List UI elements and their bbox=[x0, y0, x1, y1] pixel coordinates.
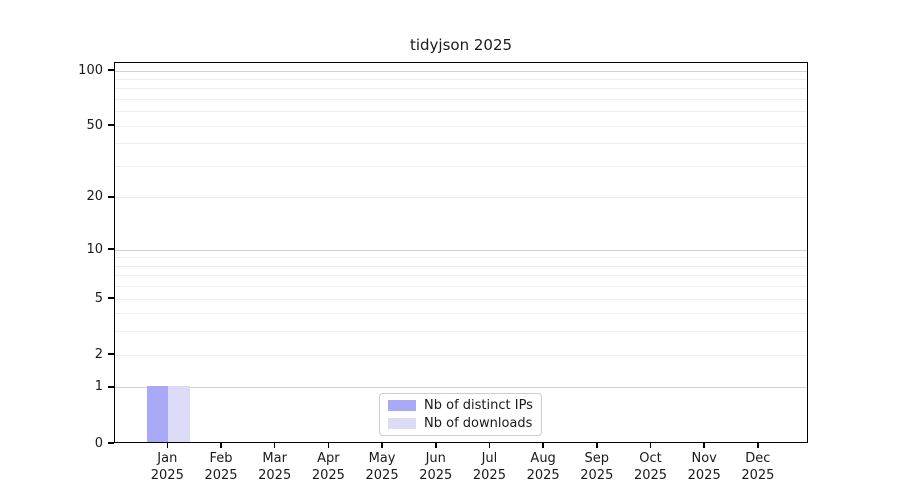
plot-area bbox=[114, 62, 808, 443]
y-tick-label-1: 1 bbox=[94, 379, 103, 395]
x-tick-label-nov: Nov 2025 bbox=[673, 450, 735, 484]
legend-row-distinct-ips: Nb of distinct IPs bbox=[388, 398, 533, 413]
x-tick-label-aug: Aug 2025 bbox=[512, 450, 574, 484]
y-tick-label-50: 50 bbox=[86, 117, 103, 133]
x-tick-mar bbox=[273, 441, 276, 448]
x-tick-label-apr: Apr 2025 bbox=[297, 450, 359, 484]
y-tick-10 bbox=[107, 248, 114, 250]
x-tick-aug bbox=[542, 441, 544, 448]
x-tick-jan bbox=[166, 441, 169, 448]
y-tick-label-2: 2 bbox=[94, 346, 103, 362]
x-tick-label-jan: Jan 2025 bbox=[136, 450, 198, 484]
x-label-year: 2025 bbox=[633, 468, 668, 483]
x-label-year: 2025 bbox=[204, 468, 238, 483]
gridline-minor-8 bbox=[115, 265, 807, 267]
x-label-month: Jun bbox=[425, 451, 446, 466]
x-label-month: Sep bbox=[584, 451, 610, 466]
y-tick-2 bbox=[107, 353, 114, 355]
legend-label-downloads: Nb of downloads bbox=[424, 416, 533, 431]
x-tick-dec bbox=[757, 441, 759, 448]
x-tick-label-may: May 2025 bbox=[351, 450, 413, 484]
x-label-month: Dec bbox=[745, 451, 771, 466]
y-tick-100 bbox=[107, 69, 114, 71]
x-label-month: Jan bbox=[157, 451, 178, 466]
x-label-year: 2025 bbox=[150, 468, 184, 483]
x-tick-label-feb: Feb 2025 bbox=[190, 450, 252, 484]
gridline-major-10 bbox=[115, 249, 807, 251]
x-tick-oct bbox=[649, 441, 652, 448]
x-label-year: 2025 bbox=[580, 468, 614, 483]
x-tick-label-oct: Oct 2025 bbox=[620, 450, 682, 484]
x-label-year: 2025 bbox=[419, 468, 453, 483]
legend-label-distinct-ips: Nb of distinct IPs bbox=[424, 398, 533, 413]
x-tick-apr bbox=[327, 441, 330, 448]
gridline-major-1 bbox=[115, 387, 807, 389]
gridline-minor-4 bbox=[115, 313, 807, 315]
x-label-month: Aug bbox=[530, 451, 556, 466]
gridline-minor-7 bbox=[115, 275, 807, 277]
y-tick-label-20: 20 bbox=[86, 189, 103, 205]
x-label-month: Nov bbox=[691, 451, 717, 466]
gridline-minor-70 bbox=[115, 98, 807, 100]
x-label-month: Mar bbox=[262, 451, 287, 466]
bar-downloads-jan bbox=[168, 385, 190, 442]
x-tick-label-mar: Mar 2025 bbox=[244, 450, 306, 484]
y-tick-0 bbox=[107, 442, 114, 444]
x-label-year: 2025 bbox=[741, 468, 775, 483]
x-tick-jun bbox=[435, 441, 437, 448]
y-tick-1 bbox=[107, 386, 114, 388]
bar-distinct-ips-jan bbox=[146, 385, 169, 442]
gridline-minor-90 bbox=[115, 78, 807, 80]
x-tick-nov bbox=[703, 441, 705, 448]
gridline-minor-2 bbox=[115, 354, 807, 356]
gridline-minor-40 bbox=[115, 143, 807, 145]
x-label-year: 2025 bbox=[472, 468, 506, 483]
gridline-minor-60 bbox=[115, 111, 807, 113]
x-tick-sep bbox=[596, 441, 598, 448]
x-tick-label-sep: Sep 2025 bbox=[566, 450, 628, 484]
gridline-minor-9 bbox=[115, 257, 807, 259]
y-tick-label-5: 5 bbox=[94, 290, 103, 306]
y-tick-20 bbox=[107, 196, 114, 198]
x-label-month: Oct bbox=[639, 451, 662, 466]
legend: Nb of distinct IPs Nb of downloads bbox=[379, 393, 542, 436]
gridline-minor-50 bbox=[115, 125, 807, 127]
x-tick-may bbox=[381, 441, 383, 448]
x-label-year: 2025 bbox=[311, 468, 345, 483]
gridline-minor-5 bbox=[115, 298, 807, 300]
x-label-year: 2025 bbox=[526, 468, 560, 483]
chart-title: tidyjson 2025 bbox=[409, 36, 513, 54]
gridline-minor-80 bbox=[115, 88, 807, 90]
x-label-year: 2025 bbox=[365, 468, 399, 483]
legend-row-downloads: Nb of downloads bbox=[388, 416, 533, 431]
y-tick-5 bbox=[107, 297, 114, 299]
y-tick-50 bbox=[107, 124, 114, 126]
gridline-minor-20 bbox=[115, 197, 807, 199]
x-label-month: May bbox=[368, 451, 396, 466]
x-tick-label-jun: Jun 2025 bbox=[405, 450, 467, 484]
legend-swatch-distinct-ips bbox=[388, 400, 416, 411]
x-tick-label-jul: Jul 2025 bbox=[458, 450, 520, 484]
y-tick-label-0: 0 bbox=[94, 435, 103, 451]
y-tick-label-10: 10 bbox=[86, 241, 103, 257]
gridline-minor-6 bbox=[115, 286, 807, 288]
x-label-month: Feb bbox=[209, 451, 233, 466]
x-label-year: 2025 bbox=[687, 468, 721, 483]
y-tick-label-100: 100 bbox=[78, 62, 103, 78]
gridline-major-100 bbox=[115, 70, 807, 72]
x-tick-feb bbox=[220, 441, 222, 448]
x-label-month: Apr bbox=[317, 451, 340, 466]
gridline-minor-3 bbox=[115, 331, 807, 333]
x-tick-label-dec: Dec 2025 bbox=[727, 450, 789, 484]
x-tick-jul bbox=[488, 441, 491, 448]
x-label-year: 2025 bbox=[258, 468, 292, 483]
legend-swatch-downloads bbox=[388, 418, 416, 429]
gridline-minor-30 bbox=[115, 165, 807, 167]
x-label-month: Jul bbox=[481, 451, 498, 466]
